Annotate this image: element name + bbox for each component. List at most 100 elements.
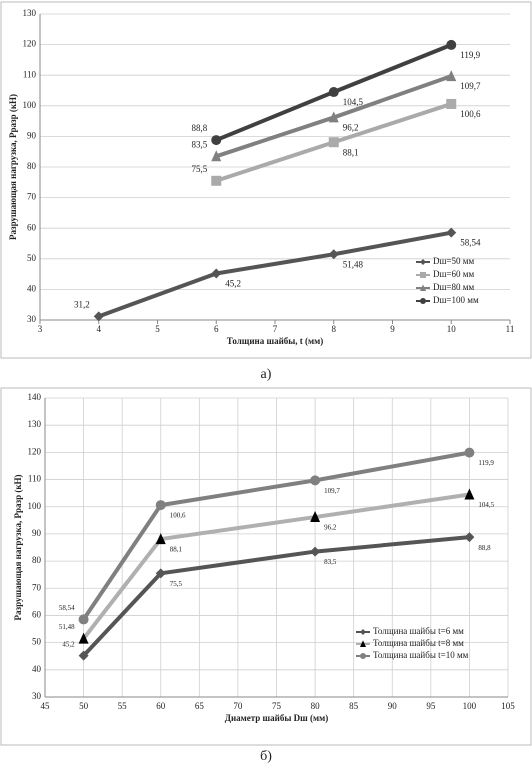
x-tick-label: 8 <box>332 324 337 334</box>
y-tick-label: 100 <box>28 501 42 511</box>
legend-marker <box>420 259 426 265</box>
y-tick-label: 80 <box>32 555 42 565</box>
y-tick-label: 140 <box>28 392 42 402</box>
y-tick-label: 120 <box>23 39 37 49</box>
data-point <box>328 137 339 148</box>
y-tick-label: 70 <box>32 582 42 592</box>
x-tick-label: 70 <box>233 701 243 711</box>
data-label: 83,5 <box>192 139 208 149</box>
y-tick-label: 30 <box>27 314 37 324</box>
x-tick-label: 6 <box>214 324 219 334</box>
x-tick-label: 50 <box>79 701 89 711</box>
data-point <box>211 135 222 146</box>
y-tick-label: 70 <box>27 192 37 202</box>
data-label: 109,7 <box>324 487 340 495</box>
legend-marker <box>360 653 366 659</box>
data-label: 88,1 <box>343 147 359 157</box>
y-tick-label: 60 <box>27 222 37 232</box>
data-point <box>310 546 321 557</box>
x-tick-label: 5 <box>155 324 160 334</box>
data-label: 96,2 <box>343 122 359 132</box>
x-tick-label: 90 <box>388 701 398 711</box>
x-tick-label: 85 <box>349 701 359 711</box>
data-point <box>328 249 339 260</box>
data-point <box>446 227 457 238</box>
data-label: 45,2 <box>225 279 241 289</box>
series-line <box>82 492 470 640</box>
legend-label: Dш=80 мм <box>433 282 474 292</box>
x-tick-label: 7 <box>273 324 278 334</box>
data-point <box>446 39 457 50</box>
data-label: 75,5 <box>192 164 208 174</box>
caption: а) <box>261 367 272 382</box>
y-tick-label: 130 <box>23 8 37 18</box>
data-label: 104,5 <box>343 97 364 107</box>
data-point <box>211 150 222 162</box>
data-label: 119,9 <box>478 459 494 467</box>
data-point <box>446 70 457 82</box>
x-tick-label: 105 <box>501 701 515 711</box>
data-point <box>328 87 339 98</box>
data-point <box>464 532 475 543</box>
legend-label: Dш=100 мм <box>433 295 479 305</box>
data-label: 100,6 <box>170 512 186 520</box>
x-tick-label: 75 <box>272 701 282 711</box>
legend-marker <box>420 284 426 291</box>
x-tick-label: 9 <box>390 324 395 334</box>
legend-label: Толщина шайбы t=10 мм <box>373 650 469 660</box>
y-axis-title: Разрушающая нагрузка, Рразр (кН) <box>13 474 23 620</box>
legend-label: Толщина шайбы t=8 мм <box>373 638 464 648</box>
y-tick-label: 120 <box>28 446 42 456</box>
series-line <box>98 230 452 319</box>
series-line <box>82 535 470 658</box>
data-point <box>328 111 339 123</box>
data-point <box>211 175 222 186</box>
x-tick-label: 55 <box>118 701 128 711</box>
x-tick-label: 60 <box>156 701 166 711</box>
x-tick-label: 4 <box>97 324 102 334</box>
y-axis-title: Разрушающая нагрузка, Рразр (кН) <box>8 94 18 240</box>
y-tick-label: 130 <box>28 419 42 429</box>
data-label: 58,54 <box>460 238 481 248</box>
data-label: 88,8 <box>192 123 208 133</box>
data-point <box>464 447 475 458</box>
x-tick-label: 45 <box>41 701 51 711</box>
caption: б) <box>260 749 272 764</box>
data-point <box>155 500 166 511</box>
data-point <box>310 511 321 523</box>
y-tick-label: 60 <box>32 610 42 620</box>
y-tick-label: 30 <box>32 691 42 701</box>
x-tick-label: 11 <box>506 324 515 334</box>
data-label: 31,2 <box>74 299 90 309</box>
data-label: 104,5 <box>478 501 494 509</box>
legend-label: Dш=60 мм <box>433 269 474 279</box>
legend-marker <box>420 298 426 304</box>
data-label: 51,48 <box>59 623 75 631</box>
legend-label: Толщина шайбы t=6 мм <box>373 626 464 636</box>
data-label: 58,54 <box>59 604 75 612</box>
data-point <box>211 268 222 279</box>
data-label: 75,5 <box>170 580 183 588</box>
x-tick-label: 65 <box>195 701 205 711</box>
y-tick-label: 90 <box>27 130 37 140</box>
y-tick-label: 50 <box>32 637 42 647</box>
x-tick-label: 95 <box>426 701 436 711</box>
y-tick-label: 110 <box>23 69 37 79</box>
data-point <box>155 533 166 545</box>
x-tick-label: 10 <box>447 324 457 334</box>
legend-marker <box>420 272 426 278</box>
x-axis-title: Диаметр шайбы Dш (мм) <box>225 713 328 723</box>
data-label: 100,6 <box>460 109 481 119</box>
data-point <box>464 488 475 500</box>
y-tick-label: 80 <box>27 161 37 171</box>
data-label: 51,48 <box>343 259 364 269</box>
x-tick-label: 80 <box>311 701 321 711</box>
legend-label: Dш=50 мм <box>433 256 474 266</box>
x-tick-label: 3 <box>38 324 43 334</box>
data-point <box>310 475 321 486</box>
data-label: 83,5 <box>324 558 337 566</box>
series-line <box>81 450 470 621</box>
data-point <box>93 311 104 322</box>
data-point <box>446 98 457 109</box>
